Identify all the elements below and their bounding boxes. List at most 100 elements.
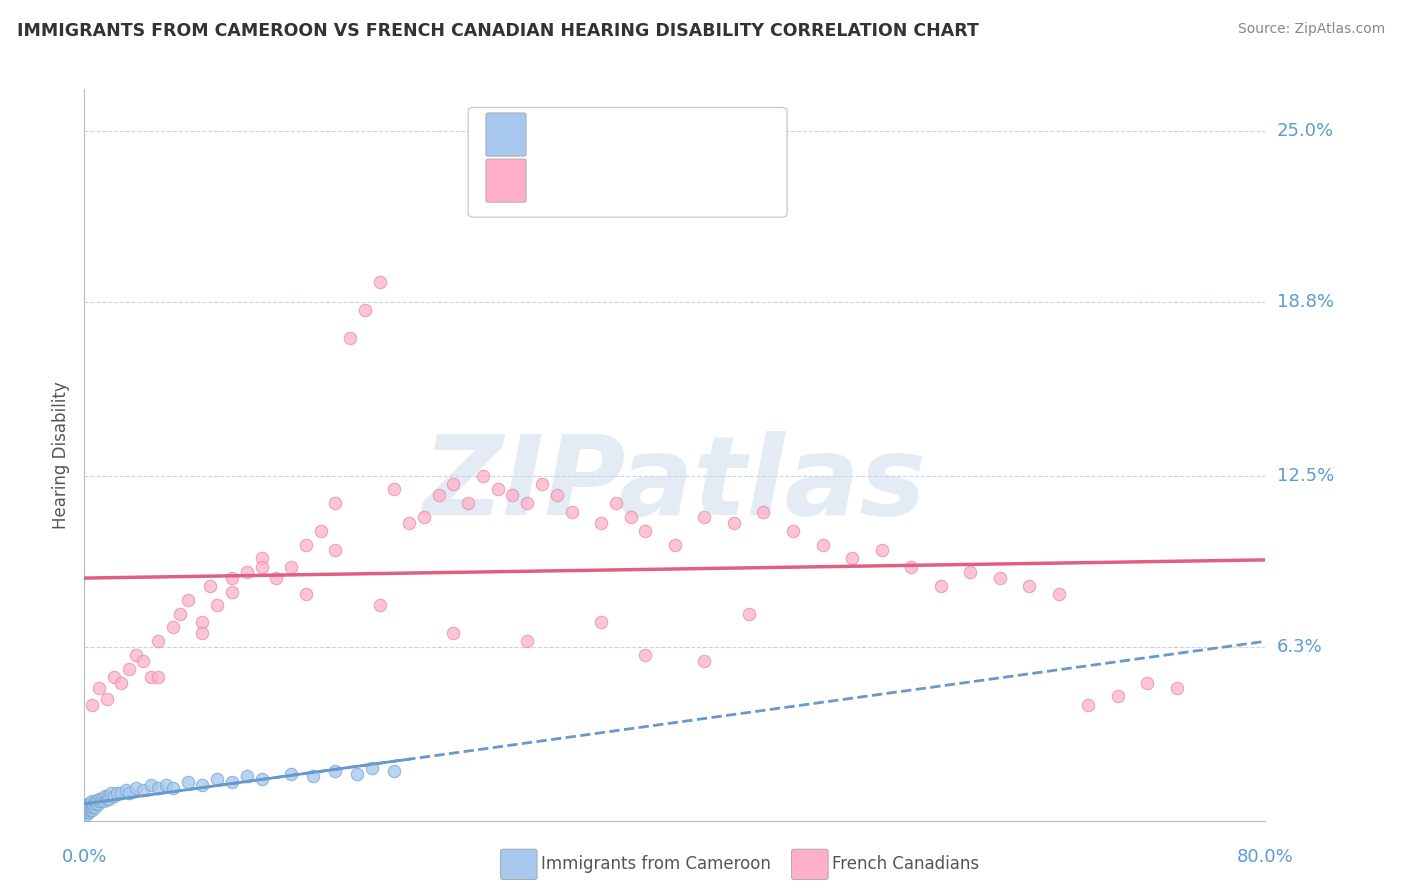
Point bbox=[207, 599, 229, 613]
Point bbox=[191, 626, 214, 640]
Point bbox=[77, 803, 100, 817]
Point bbox=[457, 496, 479, 510]
Point bbox=[634, 524, 657, 538]
Point bbox=[354, 303, 377, 318]
Point bbox=[87, 791, 111, 805]
Point bbox=[221, 775, 243, 789]
Point bbox=[75, 803, 97, 817]
Point bbox=[79, 797, 101, 811]
Point bbox=[620, 510, 643, 524]
FancyBboxPatch shape bbox=[486, 159, 526, 202]
Point bbox=[118, 662, 141, 676]
Point bbox=[346, 766, 368, 780]
Point bbox=[75, 808, 97, 822]
Point bbox=[325, 764, 347, 778]
Text: 18.8%: 18.8% bbox=[1277, 293, 1333, 310]
Point bbox=[91, 791, 114, 805]
Point bbox=[266, 571, 288, 585]
Point bbox=[162, 620, 184, 634]
Point bbox=[82, 800, 104, 814]
Point bbox=[382, 483, 406, 497]
Point bbox=[693, 510, 716, 524]
FancyBboxPatch shape bbox=[468, 108, 787, 218]
Point bbox=[139, 670, 162, 684]
Point bbox=[250, 551, 273, 566]
Point bbox=[77, 800, 100, 814]
Text: N = 57: N = 57 bbox=[681, 126, 744, 144]
Point bbox=[139, 778, 162, 792]
Point bbox=[98, 791, 121, 805]
Text: 12.5%: 12.5% bbox=[1277, 467, 1334, 484]
Point bbox=[280, 766, 302, 780]
Point bbox=[80, 800, 103, 814]
Text: Immigrants from Cameroon: Immigrants from Cameroon bbox=[541, 855, 770, 873]
Point bbox=[443, 476, 465, 491]
Point bbox=[96, 692, 118, 706]
Point bbox=[1136, 675, 1159, 690]
Point bbox=[634, 648, 657, 662]
Point bbox=[86, 797, 108, 811]
Point bbox=[221, 571, 243, 585]
Point bbox=[221, 584, 243, 599]
Point bbox=[250, 559, 273, 574]
Point bbox=[295, 587, 318, 601]
Point bbox=[591, 516, 613, 530]
Text: N = 75: N = 75 bbox=[681, 171, 744, 190]
Point bbox=[664, 538, 686, 552]
Point bbox=[988, 571, 1011, 585]
Point bbox=[1166, 681, 1188, 695]
Point bbox=[76, 800, 98, 814]
Point bbox=[110, 675, 132, 690]
Point bbox=[103, 789, 125, 803]
Point bbox=[325, 496, 347, 510]
Point bbox=[723, 516, 745, 530]
Point bbox=[1018, 579, 1040, 593]
Text: French Canadians: French Canadians bbox=[832, 855, 980, 873]
Text: 0.0%: 0.0% bbox=[62, 848, 107, 866]
Point bbox=[501, 488, 523, 502]
Point bbox=[361, 761, 384, 775]
Point bbox=[191, 615, 214, 629]
Point bbox=[118, 786, 141, 800]
Point bbox=[591, 615, 613, 629]
Point bbox=[302, 769, 325, 783]
Point bbox=[236, 769, 259, 783]
Text: ZIPatlas: ZIPatlas bbox=[423, 431, 927, 538]
Point bbox=[83, 794, 105, 808]
Point bbox=[169, 607, 191, 621]
Point bbox=[79, 800, 101, 814]
Point bbox=[79, 803, 101, 817]
Point bbox=[472, 468, 495, 483]
Text: Source: ZipAtlas.com: Source: ZipAtlas.com bbox=[1237, 22, 1385, 37]
Point bbox=[339, 330, 361, 344]
Point bbox=[100, 786, 122, 800]
Point bbox=[103, 670, 125, 684]
Point bbox=[90, 794, 112, 808]
Point bbox=[516, 496, 538, 510]
Point bbox=[398, 516, 420, 530]
Point bbox=[125, 648, 148, 662]
Point bbox=[76, 803, 98, 817]
Y-axis label: Hearing Disability: Hearing Disability bbox=[52, 381, 70, 529]
Point bbox=[236, 566, 259, 580]
Point bbox=[94, 789, 117, 803]
FancyBboxPatch shape bbox=[486, 113, 526, 156]
Point bbox=[738, 607, 761, 621]
Point bbox=[1077, 698, 1099, 712]
Point bbox=[87, 794, 111, 808]
Text: R = 0.251: R = 0.251 bbox=[536, 126, 626, 144]
Point bbox=[132, 783, 155, 797]
Point bbox=[80, 803, 103, 817]
Point bbox=[782, 524, 804, 538]
Point bbox=[368, 276, 391, 290]
Text: IMMIGRANTS FROM CAMEROON VS FRENCH CANADIAN HEARING DISABILITY CORRELATION CHART: IMMIGRANTS FROM CAMEROON VS FRENCH CANAD… bbox=[17, 22, 979, 40]
Point bbox=[82, 797, 104, 811]
Point bbox=[125, 780, 148, 795]
Point bbox=[207, 772, 229, 787]
Point bbox=[693, 654, 716, 668]
Point bbox=[84, 797, 107, 811]
Point bbox=[148, 670, 170, 684]
Point bbox=[841, 551, 863, 566]
Point bbox=[132, 654, 155, 668]
Point bbox=[76, 797, 98, 811]
